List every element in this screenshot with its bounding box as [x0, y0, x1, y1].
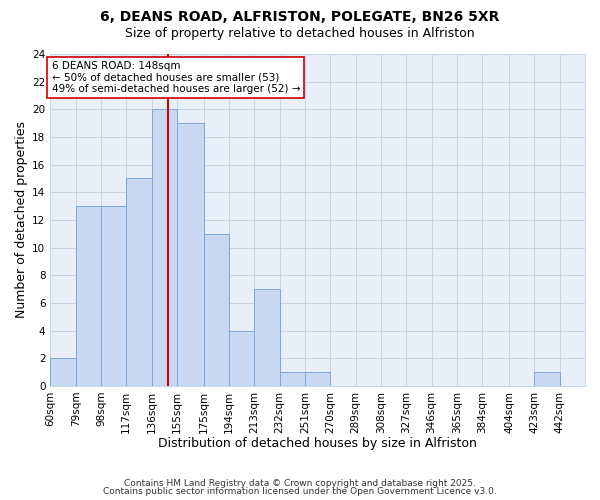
- Bar: [280, 372, 305, 386]
- Bar: [229, 330, 254, 386]
- X-axis label: Distribution of detached houses by size in Alfriston: Distribution of detached houses by size …: [158, 437, 477, 450]
- Bar: [203, 234, 229, 386]
- Text: 6, DEANS ROAD, ALFRISTON, POLEGATE, BN26 5XR: 6, DEANS ROAD, ALFRISTON, POLEGATE, BN26…: [100, 10, 500, 24]
- Bar: [50, 358, 76, 386]
- Bar: [101, 206, 126, 386]
- Text: 6 DEANS ROAD: 148sqm
← 50% of detached houses are smaller (53)
49% of semi-detac: 6 DEANS ROAD: 148sqm ← 50% of detached h…: [52, 61, 300, 94]
- Bar: [76, 206, 101, 386]
- Text: Contains HM Land Registry data © Crown copyright and database right 2025.: Contains HM Land Registry data © Crown c…: [124, 478, 476, 488]
- Bar: [126, 178, 152, 386]
- Text: Contains public sector information licensed under the Open Government Licence v3: Contains public sector information licen…: [103, 488, 497, 496]
- Text: Size of property relative to detached houses in Alfriston: Size of property relative to detached ho…: [125, 28, 475, 40]
- Bar: [152, 110, 177, 386]
- Bar: [254, 289, 280, 386]
- Bar: [535, 372, 560, 386]
- Y-axis label: Number of detached properties: Number of detached properties: [15, 122, 28, 318]
- Bar: [305, 372, 331, 386]
- Bar: [177, 123, 203, 386]
